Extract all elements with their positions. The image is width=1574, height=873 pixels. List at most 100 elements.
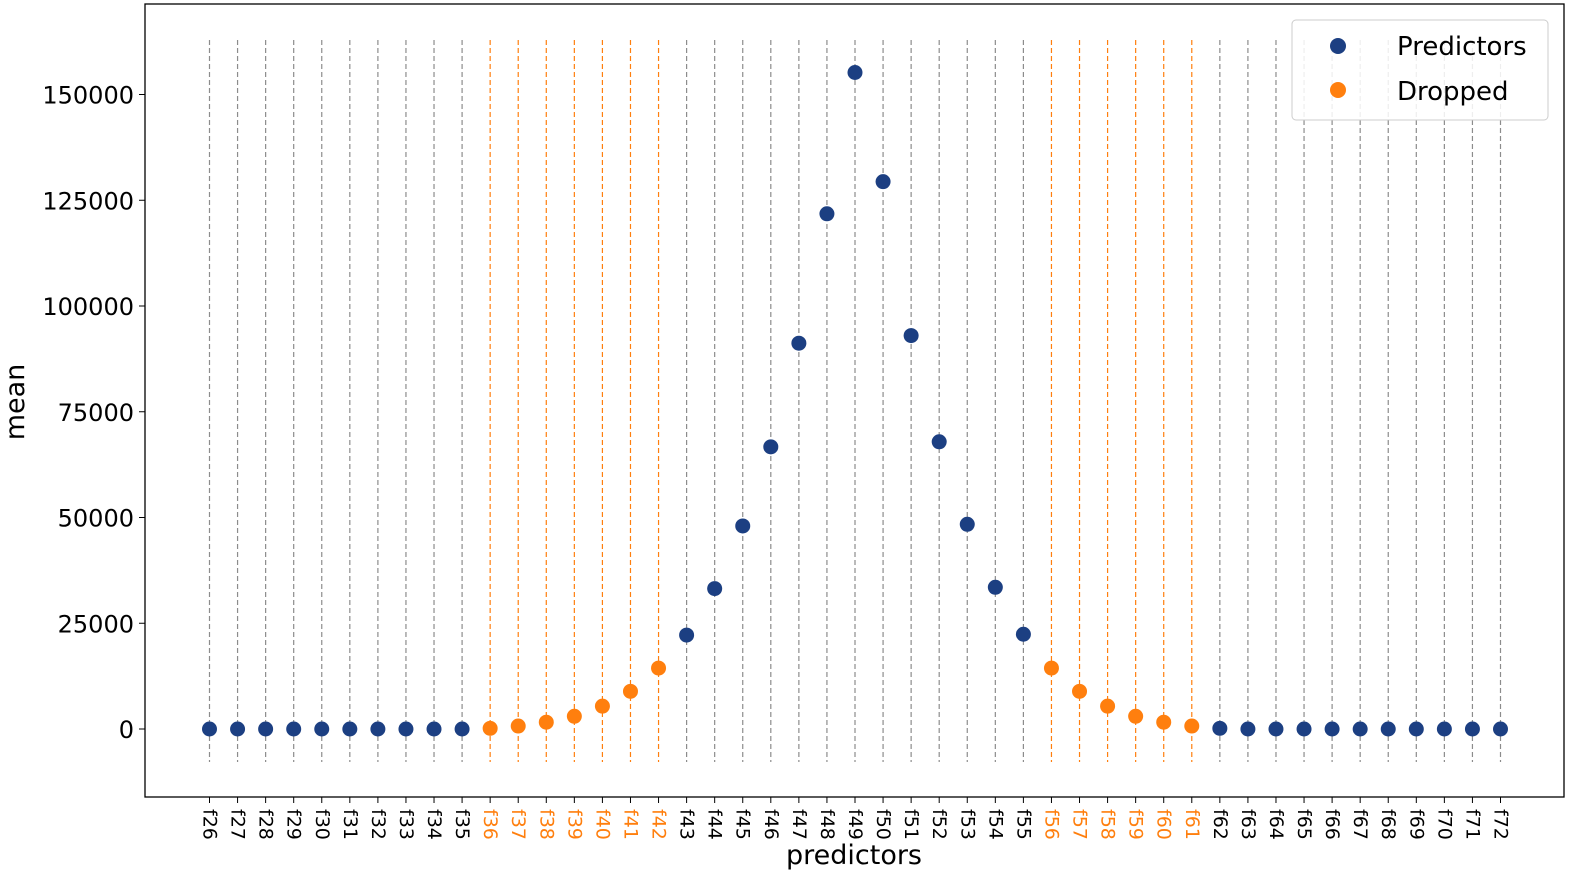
x-tick-label-f58: f58 — [1097, 809, 1119, 840]
point-predictors-f49 — [847, 65, 863, 81]
y-tick-label: 125000 — [42, 187, 134, 215]
x-tick-label-f53: f53 — [956, 809, 978, 840]
x-tick-label-f40: f40 — [591, 809, 613, 840]
x-tick-label-f29: f29 — [283, 809, 305, 840]
point-predictors-f26 — [202, 721, 217, 737]
x-tick-label-f70: f70 — [1433, 809, 1455, 840]
point-predictors-f30 — [314, 721, 330, 737]
x-tick-label-f44: f44 — [704, 809, 726, 840]
point-predictors-f47 — [791, 335, 807, 351]
point-dropped-f42 — [651, 660, 667, 676]
legend: Predictors Dropped — [1291, 19, 1549, 121]
x-tick-label-f47: f47 — [788, 809, 810, 840]
point-dropped-f56 — [1043, 660, 1059, 676]
x-tick-label-f62: f62 — [1209, 809, 1231, 840]
point-dropped-f60 — [1156, 714, 1172, 730]
y-axis: 0 25000 50000 75000 100000 125000 150000 — [42, 82, 145, 744]
point-predictors-f62 — [1212, 720, 1228, 736]
x-tick-label-f33: f33 — [395, 809, 417, 840]
point-dropped-f58 — [1100, 698, 1116, 714]
point-predictors-f34 — [426, 721, 442, 737]
x-tick-label-f45: f45 — [732, 809, 754, 840]
x-tick-label-f59: f59 — [1125, 809, 1147, 840]
x-tick-label-f55: f55 — [1012, 809, 1034, 840]
point-predictors-f27 — [230, 721, 246, 737]
point-predictors-f67 — [1352, 721, 1368, 737]
point-dropped-f39 — [566, 708, 582, 724]
point-predictors-f31 — [342, 721, 358, 737]
point-dropped-f41 — [622, 683, 638, 699]
x-tick-label-f46: f46 — [760, 809, 782, 840]
point-predictors-f70 — [1436, 721, 1452, 737]
point-predictors-f65 — [1296, 721, 1312, 737]
x-tick-label-f50: f50 — [872, 809, 894, 840]
legend-marker-predictors — [1330, 38, 1346, 54]
point-predictors-f72 — [1493, 721, 1508, 737]
x-tick-label-f72: f72 — [1490, 809, 1512, 840]
data-points — [202, 65, 1508, 737]
y-tick-label: 50000 — [58, 505, 134, 533]
point-dropped-f36 — [482, 720, 498, 736]
x-tick-label-f34: f34 — [423, 809, 445, 840]
x-tick-label-f61: f61 — [1181, 809, 1203, 840]
point-predictors-f45 — [735, 518, 751, 534]
point-predictors-f29 — [286, 721, 302, 737]
x-tick-label-f35: f35 — [451, 809, 473, 840]
x-tick-label-f36: f36 — [479, 809, 501, 840]
x-tick-label-f56: f56 — [1040, 809, 1062, 840]
x-axis: f26 f27 f28 f29 f30 f31 f32 f33 f34 f35 f36 f37 f38 f… — [199, 797, 1512, 840]
x-tick-label-f64: f64 — [1265, 809, 1287, 840]
point-predictors-f71 — [1464, 721, 1480, 737]
point-predictors-f46 — [763, 439, 779, 455]
x-tick-label-f43: f43 — [676, 809, 698, 840]
x-tick-label-f37: f37 — [507, 809, 529, 840]
x-tick-label-f68: f68 — [1377, 809, 1399, 840]
point-predictors-f69 — [1408, 721, 1424, 737]
legend-box — [1291, 19, 1549, 121]
point-predictors-f64 — [1268, 721, 1284, 737]
point-predictors-f63 — [1240, 721, 1256, 737]
legend-label-predictors: Predictors — [1397, 32, 1527, 62]
x-tick-label-f41: f41 — [619, 809, 641, 840]
point-predictors-f51 — [903, 328, 919, 344]
y-tick-label: 150000 — [42, 82, 134, 110]
x-tick-label-f54: f54 — [984, 809, 1006, 840]
point-dropped-f40 — [594, 698, 610, 714]
point-predictors-f43 — [679, 627, 695, 643]
point-dropped-f59 — [1128, 708, 1144, 724]
x-tick-label-f69: f69 — [1405, 809, 1427, 840]
x-tick-label-f32: f32 — [367, 809, 389, 840]
x-tick-label-f52: f52 — [928, 809, 950, 840]
point-predictors-f53 — [959, 516, 975, 532]
point-predictors-f66 — [1324, 721, 1340, 737]
point-predictors-f32 — [370, 721, 386, 737]
x-tick-label-f65: f65 — [1293, 809, 1315, 840]
x-tick-label-f39: f39 — [563, 809, 585, 840]
point-predictors-f54 — [987, 579, 1003, 595]
x-tick-label-f28: f28 — [255, 809, 277, 840]
x-tick-label-f66: f66 — [1321, 809, 1343, 840]
legend-marker-dropped — [1330, 82, 1346, 98]
x-tick-label-f27: f27 — [227, 809, 249, 840]
point-predictors-f28 — [258, 721, 274, 737]
x-tick-label-f71: f71 — [1461, 809, 1483, 840]
legend-label-dropped: Dropped — [1397, 77, 1509, 107]
y-tick-label: 0 — [119, 716, 134, 744]
point-predictors-f52 — [931, 434, 947, 450]
guide-lines — [208, 40, 1502, 762]
x-axis-title: predictors — [786, 840, 922, 871]
x-tick-label-f51: f51 — [900, 809, 922, 840]
x-tick-label-f30: f30 — [311, 809, 333, 840]
x-tick-label-f63: f63 — [1237, 809, 1259, 840]
point-dropped-f37 — [510, 718, 526, 734]
x-tick-label-f49: f49 — [844, 809, 866, 840]
y-tick-label: 75000 — [58, 399, 134, 427]
x-tick-label-f26: f26 — [199, 809, 221, 840]
point-dropped-f61 — [1184, 718, 1200, 734]
point-predictors-f50 — [875, 174, 891, 190]
point-predictors-f35 — [454, 721, 470, 737]
y-tick-label: 25000 — [58, 610, 134, 638]
x-tick-label-f42: f42 — [648, 809, 670, 840]
point-predictors-f44 — [707, 581, 723, 597]
